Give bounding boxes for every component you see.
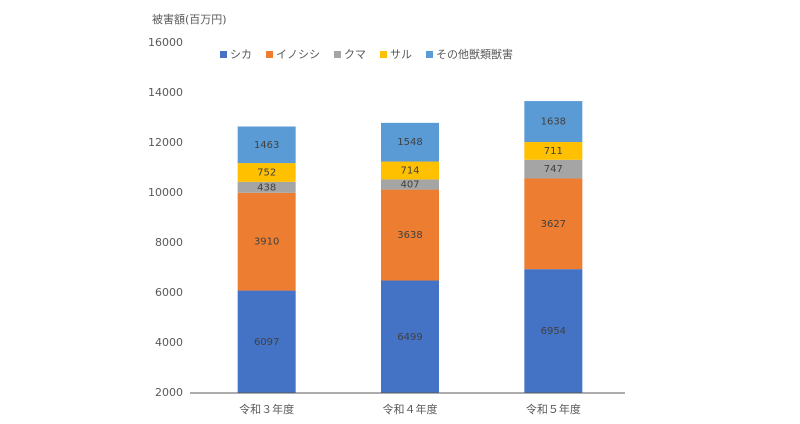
- data-label: 6097: [254, 337, 279, 348]
- x-tick-label: 令和４年度: [383, 402, 438, 416]
- data-label: 438: [257, 182, 276, 193]
- data-label: 3910: [254, 237, 279, 248]
- legend-swatch: [220, 51, 227, 58]
- bar-segment: [237, 290, 296, 393]
- data-label: 1638: [541, 117, 566, 128]
- legend-swatch: [380, 51, 387, 58]
- data-label: 752: [257, 167, 276, 178]
- y-tick-label: 10000: [148, 186, 183, 199]
- legend-swatch: [426, 51, 433, 58]
- legend-label: シカ: [230, 48, 252, 61]
- y-tick-label: 16000: [148, 36, 183, 49]
- x-tick-label: 令和５年度: [526, 402, 581, 416]
- y-tick-label: 6000: [155, 286, 183, 299]
- bar-segment: [237, 181, 296, 193]
- data-label: 714: [400, 165, 419, 176]
- legend-swatch: [334, 51, 341, 58]
- y-tick-label: 12000: [148, 136, 183, 149]
- y-tick-label: 14000: [148, 86, 183, 99]
- bar-segment: [237, 163, 296, 182]
- legend-swatch: [266, 51, 273, 58]
- bar-segment: [524, 142, 583, 160]
- bar-segment: [524, 159, 583, 179]
- data-label: 1463: [254, 140, 279, 151]
- legend-label: イノシシ: [276, 48, 320, 61]
- y-tick-label: 2000: [155, 386, 183, 399]
- bar-segment: [524, 269, 583, 393]
- data-label: 747: [544, 164, 563, 175]
- data-label: 1548: [397, 137, 422, 148]
- bar-segment: [524, 178, 583, 270]
- bar-segment: [237, 126, 296, 164]
- legend-label: サル: [390, 48, 412, 61]
- y-tick-label: 8000: [155, 236, 183, 249]
- bar-segment: [381, 280, 439, 393]
- data-label: 711: [544, 146, 563, 157]
- bar-segment: [381, 161, 439, 180]
- data-label: 407: [400, 179, 419, 190]
- data-label: 3627: [541, 219, 566, 230]
- bar-segment: [524, 101, 583, 143]
- legend-label: クマ: [344, 48, 366, 61]
- bar-segment: [381, 189, 439, 281]
- bar-segment: [381, 179, 439, 190]
- y-axis-label: 被害額(百万円): [152, 12, 227, 26]
- data-label: 6954: [541, 326, 566, 337]
- bar-segment: [381, 122, 439, 162]
- data-label: 3638: [397, 230, 422, 241]
- bar-segment: [237, 192, 296, 291]
- legend-label: その他獣類獣害: [436, 47, 513, 61]
- data-label: 6499: [397, 332, 422, 343]
- y-tick-label: 4000: [155, 336, 183, 349]
- x-tick-label: 令和３年度: [239, 402, 294, 416]
